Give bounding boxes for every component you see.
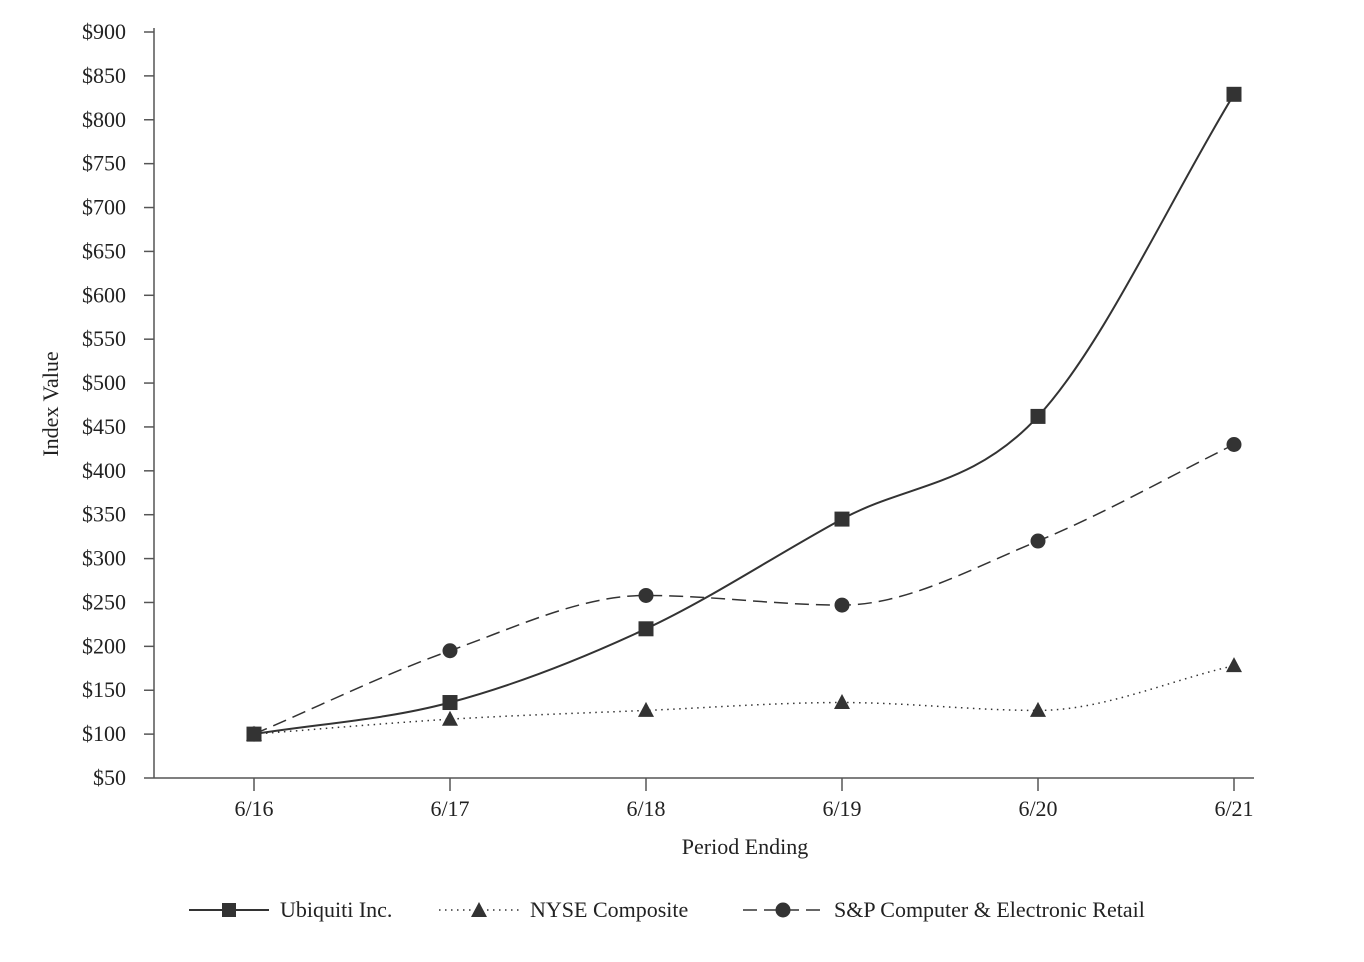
y-tick-label: $600 <box>82 282 126 307</box>
data-point-circle <box>1030 533 1046 549</box>
data-point-circle <box>246 726 262 742</box>
legend-item-sp-retail: S&P Computer & Electronic Retail <box>742 892 1145 928</box>
x-axis-ticks: 6/16 6/17 6/18 6/19 6/20 6/21 <box>234 778 1254 821</box>
data-point-square <box>834 511 850 527</box>
y-tick-label: $900 <box>82 19 126 44</box>
data-point-square <box>1030 408 1046 424</box>
y-tick-label: $850 <box>82 63 126 88</box>
y-tick-label: $50 <box>93 765 126 790</box>
series-1 <box>246 657 1242 741</box>
series-0 <box>246 86 1242 742</box>
chart-axes <box>153 28 1254 779</box>
y-tick-label: $150 <box>82 677 126 702</box>
legend-label-ubiquiti: Ubiquiti Inc. <box>280 897 393 922</box>
legend-swatch-sp-retail <box>743 902 823 918</box>
y-tick-label: $100 <box>82 721 126 746</box>
data-point-square <box>442 695 458 711</box>
y-tick-label: $250 <box>82 589 126 614</box>
data-point-circle <box>834 597 850 613</box>
data-point-square <box>1226 86 1242 102</box>
y-tick-label: $700 <box>82 195 126 220</box>
circle-marker-icon <box>775 902 791 918</box>
y-tick-label: $400 <box>82 458 126 483</box>
series-line <box>253 93 1235 736</box>
y-axis-label: Index Value <box>38 351 63 456</box>
data-point-triangle <box>1030 701 1046 717</box>
legend: Ubiquiti Inc. NYSE Composite S&P Compute… <box>0 892 1364 928</box>
legend-label-sp-retail: S&P Computer & Electronic Retail <box>834 897 1145 922</box>
y-tick-label: $800 <box>82 107 126 132</box>
legend-item-ubiquiti: Ubiquiti Inc. <box>188 892 392 928</box>
data-point-triangle <box>834 694 850 710</box>
y-tick-label: $500 <box>82 370 126 395</box>
data-point-circle <box>442 643 458 659</box>
data-point-square <box>638 621 654 637</box>
x-tick-label: 6/20 <box>1018 796 1057 821</box>
triangle-marker-icon <box>471 902 487 917</box>
data-point-triangle <box>1226 657 1242 673</box>
series-line <box>253 443 1235 735</box>
y-tick-label: $450 <box>82 414 126 439</box>
y-tick-label: $200 <box>82 633 126 658</box>
square-marker-icon <box>222 903 236 917</box>
y-tick-label: $350 <box>82 502 126 527</box>
data-point-circle <box>638 587 654 603</box>
legend-label-nyse: NYSE Composite <box>530 897 689 922</box>
series-layer <box>246 86 1242 742</box>
data-point-triangle <box>442 710 458 726</box>
y-tick-label: $300 <box>82 546 126 571</box>
data-point-circle <box>1226 436 1242 452</box>
y-tick-label: $550 <box>82 326 126 351</box>
y-tick-label: $650 <box>82 238 126 263</box>
legend-swatch-ubiquiti <box>189 903 269 917</box>
legend-item-nyse: NYSE Composite <box>438 892 688 928</box>
series-line <box>253 664 1235 735</box>
data-point-triangle <box>638 701 654 717</box>
x-tick-label: 6/18 <box>626 796 665 821</box>
x-tick-label: 6/21 <box>1214 796 1253 821</box>
x-tick-label: 6/17 <box>430 796 469 821</box>
legend-swatch-nyse <box>439 902 519 917</box>
series-2 <box>246 436 1242 742</box>
y-axis-ticks: $50 $100 $150 $200 $250 $300 $350 $400 $450 $500 $… <box>82 19 154 790</box>
y-tick-label: $750 <box>82 151 126 176</box>
x-tick-label: 6/16 <box>234 796 273 821</box>
x-tick-label: 6/19 <box>822 796 861 821</box>
x-axis-label: Period Ending <box>682 834 809 859</box>
